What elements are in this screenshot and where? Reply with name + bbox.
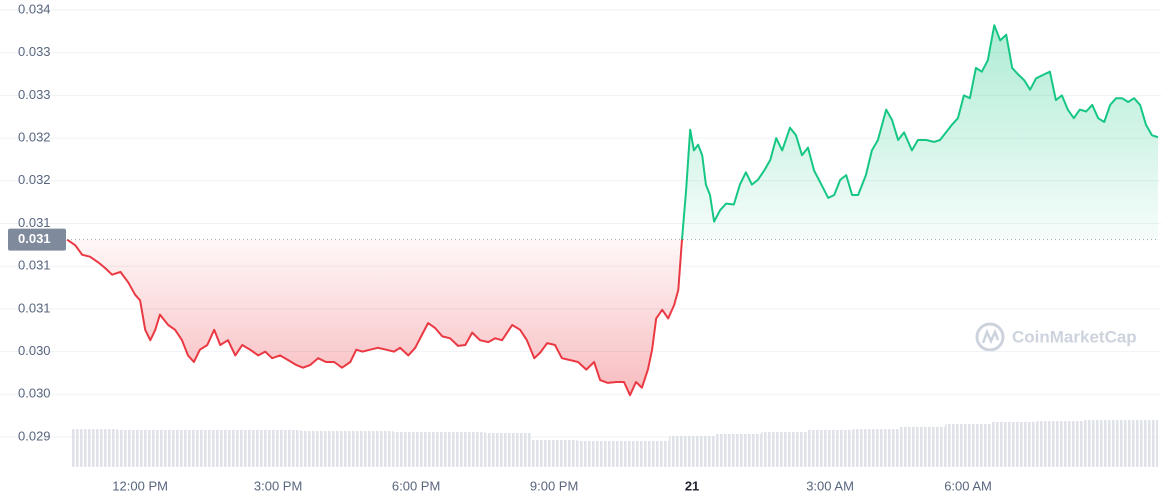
baseline-label: 0.031: [18, 231, 51, 246]
volume-bar: [945, 424, 992, 467]
watermark-logo: [975, 322, 1005, 352]
volume-bar: [347, 431, 394, 467]
y-tick-label: 0.032: [18, 130, 51, 145]
y-tick-label: 0.030: [18, 386, 51, 401]
y-tick-label: 0.031: [18, 215, 51, 230]
price-line: [66, 24, 1159, 397]
volume-bar: [807, 430, 854, 467]
volume-bar: [71, 429, 118, 467]
y-tick-label: 0.031: [18, 258, 51, 273]
volume-bar: [991, 422, 1038, 467]
watermark: CoinMarketCap: [975, 322, 1137, 352]
watermark-logo-mark: [981, 328, 1000, 345]
x-tick-label: 12:00 PM: [112, 478, 168, 493]
y-tick-label: 0.031: [18, 300, 51, 315]
volume-bar: [163, 430, 210, 467]
volume-bar: [577, 441, 624, 467]
y-tick-label: 0.029: [18, 428, 51, 443]
volume-bar: [1083, 420, 1130, 467]
x-tick-label: 21: [685, 478, 699, 493]
y-tick-label: 0.034: [18, 1, 51, 16]
volume-bar: [669, 436, 716, 467]
y-tick-label: 0.032: [18, 172, 51, 187]
y-tick-label: 0.033: [18, 87, 51, 102]
volume-bar: [853, 429, 900, 467]
volume-bar: [1037, 421, 1084, 467]
volume-bar: [899, 427, 946, 467]
baseline-label-box: [8, 228, 66, 251]
area-fill: [67, 25, 1158, 396]
volume-bar: [439, 432, 486, 467]
y-tick-label: 0.033: [18, 44, 51, 59]
y-tick-label: 0.030: [18, 343, 51, 358]
volume-bar: [209, 430, 256, 467]
volume-bar: [301, 431, 348, 467]
volume-bar: [393, 432, 440, 467]
volume-bar: [623, 441, 670, 467]
volume-bar: [255, 430, 302, 467]
volume-bar: [1129, 420, 1158, 467]
volume-bar: [531, 440, 578, 467]
x-tick-label: 6:00 AM: [944, 478, 992, 493]
x-tick-label: 6:00 PM: [392, 478, 440, 493]
volume-bar: [715, 434, 762, 467]
x-tick-label: 3:00 PM: [254, 478, 302, 493]
volume-bar: [485, 433, 532, 467]
volume-bar: [761, 432, 808, 467]
volume-bar: [117, 430, 164, 467]
x-tick-label: 9:00 PM: [530, 478, 578, 493]
x-tick-label: 3:00 AM: [806, 478, 854, 493]
watermark-text: CoinMarketCap: [1012, 327, 1137, 346]
